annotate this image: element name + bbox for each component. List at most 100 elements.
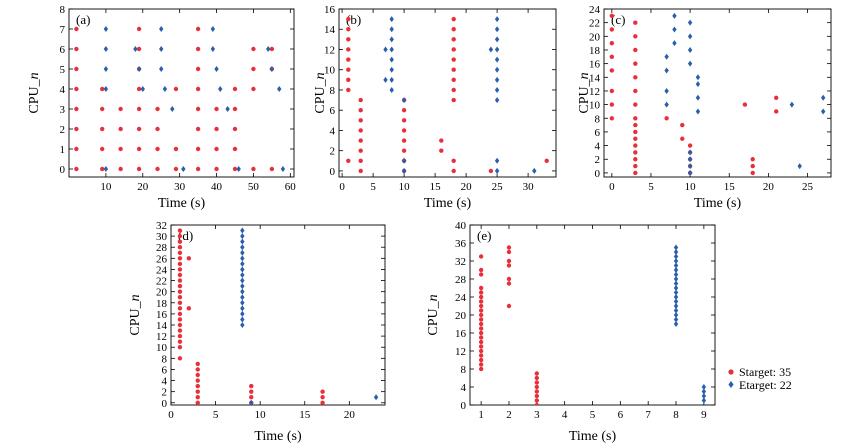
y-axis-label-text: CPU_ [577,78,592,113]
starget-point [478,353,484,358]
y-axis-label-italic: n [577,72,592,79]
y-tick-label: 2 [595,154,601,166]
starget-point [136,126,142,132]
starget-point [506,281,512,286]
etarget-point [672,26,677,33]
starget-point [478,366,484,372]
etarget-point [210,26,216,32]
etarget-point [225,106,230,112]
y-tick-label: 16 [156,309,168,321]
starget-point [74,26,79,32]
etarget-point [383,76,388,83]
starget-point [177,306,183,311]
starget-point [251,86,256,92]
starget-point [358,108,363,113]
y-tick-label: 12 [455,346,466,358]
y-tick-label: 16 [589,59,601,71]
etarget-point [664,67,669,74]
starget-point [742,102,748,107]
starget-point [750,170,755,176]
starget-point [232,166,238,172]
starget-point [118,166,123,172]
etarget-point [687,46,693,53]
etarget-point [240,299,245,306]
etarget-point [240,238,245,245]
starget-point [506,249,512,255]
plot-frame [469,224,716,406]
starget-point [534,375,540,381]
legend-etarget-label: Etarget: 22 [739,378,792,392]
y-axis-label: CPU_n [426,294,441,335]
etarget-point [673,312,679,318]
etarget-point [488,46,494,53]
etarget-point [218,86,223,92]
starget-point [195,146,201,152]
x-tick-label: 20 [461,181,473,193]
plot-frame [170,224,386,406]
x-tick-label: 60 [285,181,297,193]
starget-point [680,136,685,141]
starget-point [633,157,638,162]
etarget-point [797,163,802,170]
y-tick-label: 40 [455,220,467,232]
y-tick-label: 6 [330,105,336,117]
etarget-point [673,244,679,251]
etarget-point [389,86,394,93]
etarget-point [673,285,679,291]
starget-point [451,67,456,72]
etarget-point [673,262,679,269]
starget-point [195,126,201,132]
starget-point [750,157,755,162]
etarget-point [789,101,795,108]
etarget-point [133,46,138,52]
starget-point [633,88,638,94]
etarget-point [389,56,394,63]
starget-point [358,138,363,143]
starget-point [633,102,638,107]
y-tick-label: 16 [324,4,336,16]
y-tick-label: 12 [589,86,600,98]
starget-point [478,299,484,304]
x-tick-label: 9 [701,409,707,421]
x-tick-label: 5 [648,181,654,193]
starget-point [633,143,638,148]
etarget-point [494,36,500,43]
starget-point [478,285,484,291]
starget-point [195,66,201,72]
starget-point [478,321,484,327]
etarget-point [240,255,245,262]
starget-point [478,312,484,318]
starget-point [177,339,183,344]
data-points [609,12,826,176]
starget-point [186,256,192,261]
y-tick-label: 24 [455,292,467,304]
starget-point [346,57,351,62]
etarget-point [664,87,669,94]
etarget-point [494,66,500,73]
starget-point [401,108,407,113]
starget-point [478,344,484,349]
starget-point [358,97,363,103]
x-tick-label: 10 [685,181,697,193]
starget-point [99,86,105,92]
x-tick-label: 7 [645,409,651,421]
starget-point [177,256,183,261]
etarget-point [673,271,679,278]
y-tick-label: 6 [162,364,168,376]
starget-point [177,295,183,300]
etarget-point [695,94,701,101]
starget-point [177,328,183,333]
starget-point [195,367,200,372]
y-tick-label: 28 [156,242,168,254]
etarget-point [687,60,693,67]
starget-point [195,26,201,32]
starget-point [251,46,256,52]
legend-etarget-marker [728,381,734,388]
etarget-point [240,277,245,284]
starget-point [401,118,407,123]
starget-point [358,128,363,133]
etarget-point [494,157,500,164]
starget-point [633,163,638,169]
etarget-point [687,163,693,170]
